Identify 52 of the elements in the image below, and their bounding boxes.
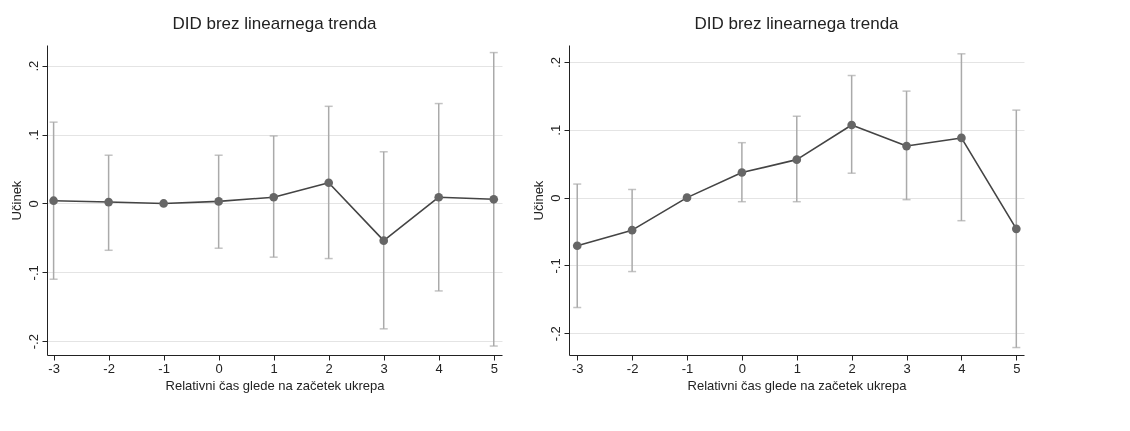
point [572,241,582,251]
chart-title: DID brez linearnega trenda [694,14,900,33]
x-tick-label: 1 [793,360,801,376]
point [682,193,692,202]
point [1011,224,1021,234]
point [379,236,389,245]
x-tick-label: 4 [958,360,966,376]
x-tick-label: 5 [1013,360,1021,376]
point [324,178,334,188]
y-tick-label: -.1 [25,265,41,281]
x-tick-label: -3 [48,360,60,376]
x-tick-label: -1 [158,360,170,376]
point [957,133,966,143]
x-tick-label: 0 [738,360,747,376]
x-tick-label: 0 [215,360,223,376]
x-tick-label: -2 [626,360,639,376]
x-tick-label: 4 [435,360,443,376]
point [269,192,278,202]
x-axis-title: Relativni čas glede na začetek ukrepa [687,377,908,393]
y-tick-label: 0 [25,200,41,208]
point [792,155,802,164]
x-tick-label: 2 [325,360,333,376]
point [214,197,223,206]
y-tick-label: .1 [547,124,563,136]
point [737,168,747,177]
x-tick-label: -1 [681,360,694,376]
y-tick-label: .2 [25,60,41,72]
x-tick-label: 3 [903,360,911,376]
point [49,196,58,206]
point [434,192,444,202]
y-tick-label: .2 [547,57,563,68]
y-tick-label: .1 [25,129,41,141]
point [489,194,499,204]
chart-title: DID brez linearnega trenda [172,14,378,33]
x-tick-label: -2 [103,360,115,376]
x-tick-label: 1 [270,360,278,376]
x-axis-title: Relativni čas glede na začetek ukrepa [165,377,386,393]
point [627,225,637,235]
y-tick-label: 0 [547,194,563,202]
point [902,141,911,151]
y-tick-label: -.2 [25,334,41,350]
y-axis-title: Učinek [8,180,24,221]
x-tick-label: 5 [490,360,498,376]
point [847,120,856,130]
x-tick-label: 2 [848,360,856,376]
point [104,197,113,207]
y-tick-label: -.1 [547,258,563,274]
y-tick-label: -.2 [547,326,563,342]
point [159,199,168,208]
x-tick-label: 3 [380,360,388,376]
x-tick-label: -3 [571,360,584,376]
y-axis-title: Učinek [530,180,546,221]
